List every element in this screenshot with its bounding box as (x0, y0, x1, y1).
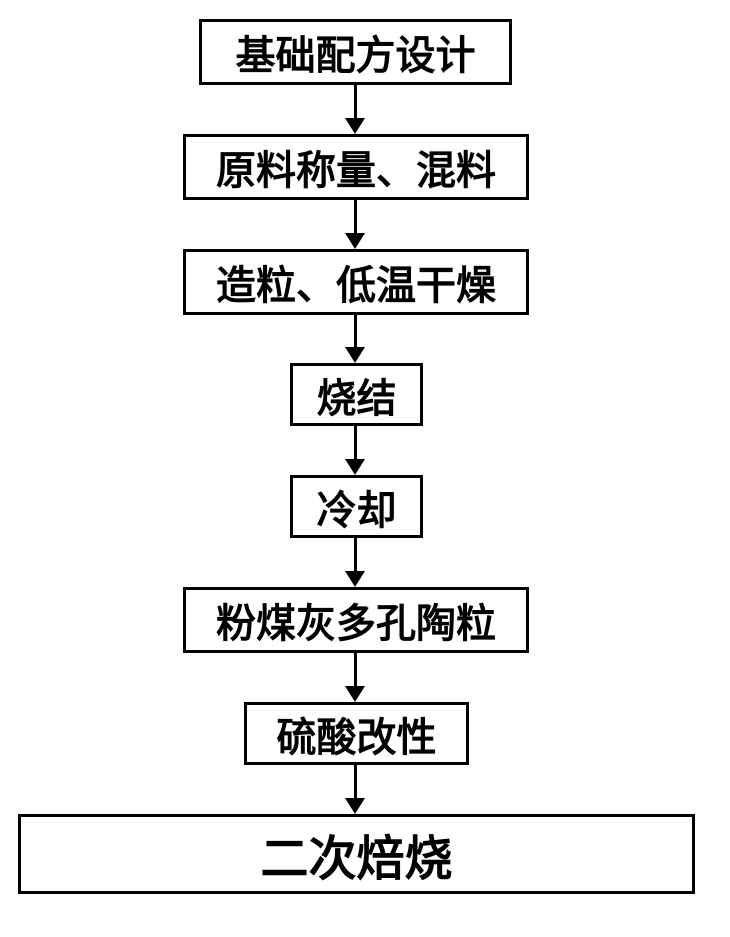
edge-arrowhead (345, 459, 365, 475)
node-label: 粉煤灰多孔陶粒 (216, 591, 496, 649)
node-secondary-calcination: 二次焙烧 (18, 814, 695, 894)
edge-arrowhead (345, 686, 365, 702)
edge-line (354, 85, 357, 118)
node-label: 冷却 (317, 478, 397, 536)
edge-line (354, 653, 357, 686)
edge-line (354, 538, 357, 571)
edge-arrowhead (345, 118, 365, 134)
edge-line (354, 200, 357, 233)
node-weighing-mixing: 原料称量、混料 (183, 134, 529, 200)
edge-line (354, 426, 357, 459)
node-flyash-porous-ceramsite: 粉煤灰多孔陶粒 (183, 587, 529, 653)
node-label: 基础配方设计 (236, 23, 476, 81)
edge-arrowhead (345, 571, 365, 587)
flowchart-canvas: 基础配方设计 原料称量、混料 造粒、低温干燥 烧结 冷却 粉煤灰多孔陶粒 硫酸改… (0, 0, 730, 937)
node-label: 原料称量、混料 (216, 138, 496, 196)
node-sintering: 烧结 (290, 363, 423, 426)
edge-line (354, 765, 357, 798)
node-basic-formula-design: 基础配方设计 (199, 19, 512, 85)
edge-arrowhead (345, 798, 365, 814)
edge-arrowhead (345, 233, 365, 249)
node-granulation-drying: 造粒、低温干燥 (183, 249, 529, 315)
edge-arrowhead (345, 347, 365, 363)
edge-line (354, 315, 357, 347)
node-label: 造粒、低温干燥 (216, 253, 496, 311)
node-sulfuric-acid-modification: 硫酸改性 (244, 702, 469, 765)
node-cooling: 冷却 (290, 475, 423, 538)
node-label: 二次焙烧 (260, 819, 452, 889)
node-label: 烧结 (317, 366, 397, 424)
node-label: 硫酸改性 (277, 705, 437, 763)
